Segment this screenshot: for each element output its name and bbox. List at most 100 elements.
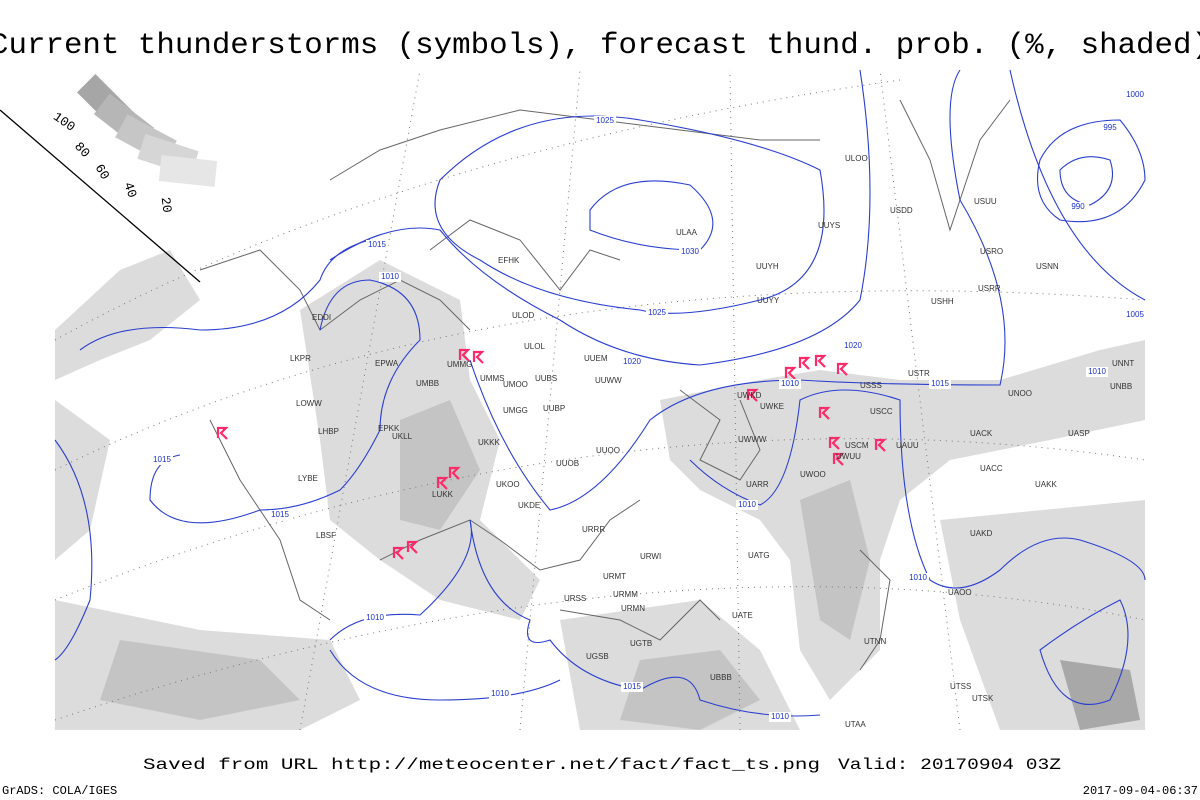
station-label: USCC bbox=[870, 407, 893, 416]
isobar-label-bg bbox=[379, 272, 401, 282]
station-label: USSS bbox=[860, 381, 882, 390]
station-label: UGSB bbox=[586, 652, 609, 661]
isobar-label: 995 bbox=[1103, 123, 1117, 132]
isobar-label: 1015 bbox=[271, 510, 289, 519]
coastline bbox=[329, 109, 820, 181]
shade bbox=[800, 480, 870, 640]
isobar-label: 1005 bbox=[1126, 310, 1144, 319]
station-label: URSS bbox=[564, 594, 586, 603]
isobar-line bbox=[329, 649, 561, 701]
isobar-line bbox=[329, 519, 821, 717]
station-label: URMT bbox=[603, 572, 626, 581]
station-label: UUWW bbox=[595, 376, 622, 385]
station-label: UTSS bbox=[950, 682, 971, 691]
thunderstorm-symbol bbox=[818, 406, 887, 466]
graticule bbox=[54, 69, 1146, 731]
station-label: UUBP bbox=[543, 404, 565, 413]
isobar-label: 1010 bbox=[909, 573, 927, 582]
station-label: USUU bbox=[974, 197, 997, 206]
station-label: UATE bbox=[732, 611, 753, 620]
station-label: UNNT bbox=[1112, 359, 1134, 368]
station-label: URMN bbox=[621, 604, 645, 613]
station-label: UAOO bbox=[948, 588, 972, 597]
isobar-label-bg bbox=[907, 573, 929, 583]
station-label: UTSK bbox=[972, 694, 994, 703]
station-label: UKOO bbox=[496, 480, 520, 489]
shading bbox=[55, 250, 1145, 730]
isobar-label-bg bbox=[621, 682, 643, 692]
isobar-line bbox=[689, 389, 1146, 589]
station-label: UAUU bbox=[896, 441, 919, 450]
thunderstorm-symbol bbox=[458, 348, 485, 364]
station-label: UUOO bbox=[596, 446, 620, 455]
station-label: USTR bbox=[908, 369, 930, 378]
isobar-line bbox=[1009, 69, 1146, 301]
station-label: LBSF bbox=[316, 531, 336, 540]
shade bbox=[400, 400, 480, 530]
station-label: UGTB bbox=[630, 639, 652, 648]
isobar-label-bg bbox=[646, 308, 668, 318]
coastline bbox=[429, 219, 621, 291]
isobar-label-bg bbox=[364, 613, 386, 623]
station-label: EPWA bbox=[375, 359, 399, 368]
coastline bbox=[559, 599, 721, 641]
isobar-line bbox=[1039, 599, 1129, 705]
thunderstorm-symbol bbox=[392, 540, 419, 560]
station-label: UKKK bbox=[478, 438, 500, 447]
isobar-label: 1010 bbox=[381, 272, 399, 281]
isobar-label-bg bbox=[621, 357, 643, 367]
station-label: ULOD bbox=[512, 311, 534, 320]
isobar-label: 1015 bbox=[153, 455, 171, 464]
isobar-label: 1015 bbox=[623, 682, 641, 691]
isobar-label: 1010 bbox=[1088, 367, 1106, 376]
station-label: UBBB bbox=[710, 673, 732, 682]
station-label: USRR bbox=[978, 284, 1001, 293]
isobar-label-bg bbox=[736, 500, 758, 510]
legend-label: 40 bbox=[120, 180, 139, 200]
shade bbox=[55, 400, 110, 560]
station-label: ULAA bbox=[676, 228, 698, 237]
thunderstorm-symbol bbox=[436, 466, 461, 490]
isobar-label: 1020 bbox=[844, 341, 862, 350]
isobar-label-bg bbox=[366, 240, 388, 250]
station-label: UWUU bbox=[836, 452, 861, 461]
station-label: UAKK bbox=[1035, 480, 1057, 489]
coastline bbox=[209, 419, 331, 621]
coastline bbox=[899, 99, 1011, 232]
isobar-label-bg bbox=[151, 455, 173, 465]
isobar-label-bg bbox=[779, 379, 801, 389]
grid-line bbox=[519, 69, 581, 731]
map-area: 1025 1030 1025 1020 1015 1010 1015 1015 1010 1010… bbox=[54, 69, 1146, 731]
isobar-label-bg bbox=[679, 247, 701, 257]
station-label: EPKK bbox=[378, 424, 400, 433]
grid-line bbox=[54, 586, 1146, 721]
station-label: UATG bbox=[748, 551, 770, 560]
station-label: UNBB bbox=[1110, 382, 1132, 391]
isobar-line bbox=[79, 239, 371, 351]
coastlines bbox=[199, 99, 1011, 671]
isobar-line bbox=[1059, 156, 1114, 206]
isobar-label: 1010 bbox=[781, 379, 799, 388]
station-label: ULOL bbox=[524, 342, 545, 351]
isobar-label-bg bbox=[929, 379, 951, 389]
isobar-line bbox=[1036, 119, 1146, 223]
station-label: USRO bbox=[980, 247, 1003, 256]
station-label: LUKK bbox=[432, 490, 454, 499]
isobar-line bbox=[469, 69, 1006, 511]
coastline bbox=[679, 389, 761, 481]
coastline bbox=[859, 549, 891, 671]
isobar-label-bg bbox=[1086, 367, 1108, 377]
shade bbox=[620, 650, 760, 730]
station-label: UMMS bbox=[480, 374, 504, 383]
station-label: UWKE bbox=[760, 402, 784, 411]
timestamp: 2017-09-04-06:37 bbox=[1083, 784, 1198, 798]
station-label: UACC bbox=[980, 464, 1003, 473]
station-label: UMBB bbox=[416, 379, 439, 388]
isobar-label: 1015 bbox=[931, 379, 949, 388]
shade bbox=[660, 340, 1145, 700]
coastline bbox=[379, 499, 641, 571]
isobar-label-bg bbox=[489, 689, 511, 699]
station-label: USNN bbox=[1036, 262, 1059, 271]
station-label: UAKD bbox=[970, 529, 992, 538]
